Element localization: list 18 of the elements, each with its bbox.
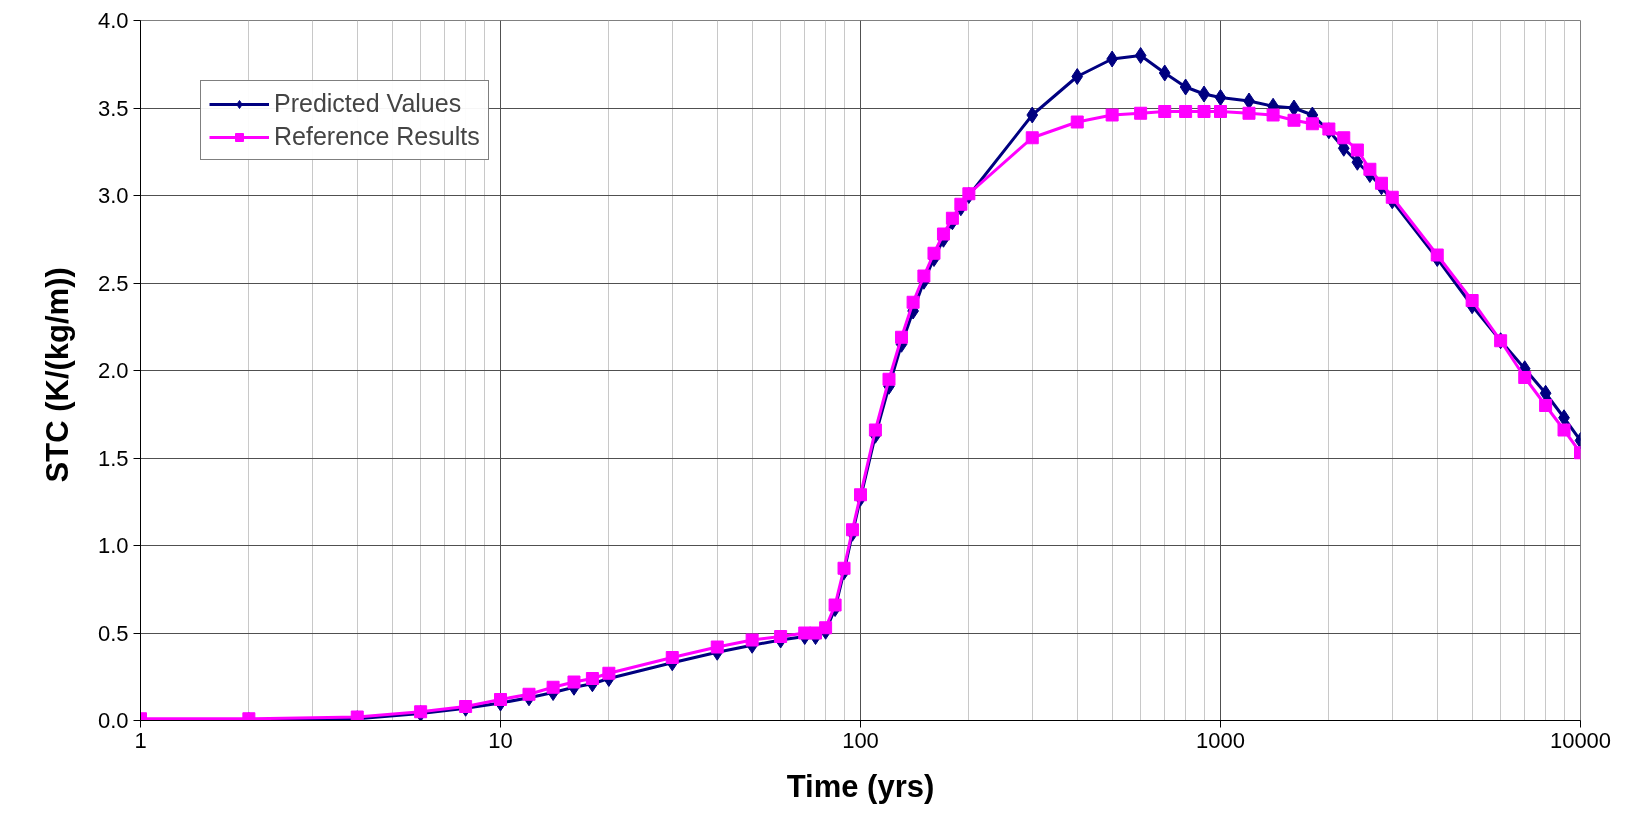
x-tick-label: 1000	[1196, 727, 1245, 753]
legend-label: Predicted Values	[274, 89, 462, 118]
legend-label: Reference Results	[274, 122, 480, 151]
y-tick-label: 3.5	[97, 95, 129, 121]
y-tick-label: 0.0	[97, 708, 129, 733]
x-tick-label: 10	[488, 727, 513, 753]
y-tick-label: 2.0	[97, 358, 129, 383]
y-tick-label: 4.0	[97, 8, 129, 33]
x-tick-label: 10000	[1549, 727, 1612, 753]
x-tick-label: 100	[842, 727, 879, 753]
x-tick-label: 1	[134, 727, 147, 753]
x-axis-title: Time (yrs)	[786, 768, 935, 804]
y-tick-label: 3.0	[97, 183, 129, 208]
y-tick-label: 2.5	[97, 270, 129, 296]
y-tick-label: 0.5	[97, 620, 129, 646]
y-tick-label: 1.0	[97, 533, 129, 558]
y-tick-label: 1.5	[97, 445, 129, 471]
y-axis-title: STC (K/(kg/m))	[39, 267, 75, 483]
